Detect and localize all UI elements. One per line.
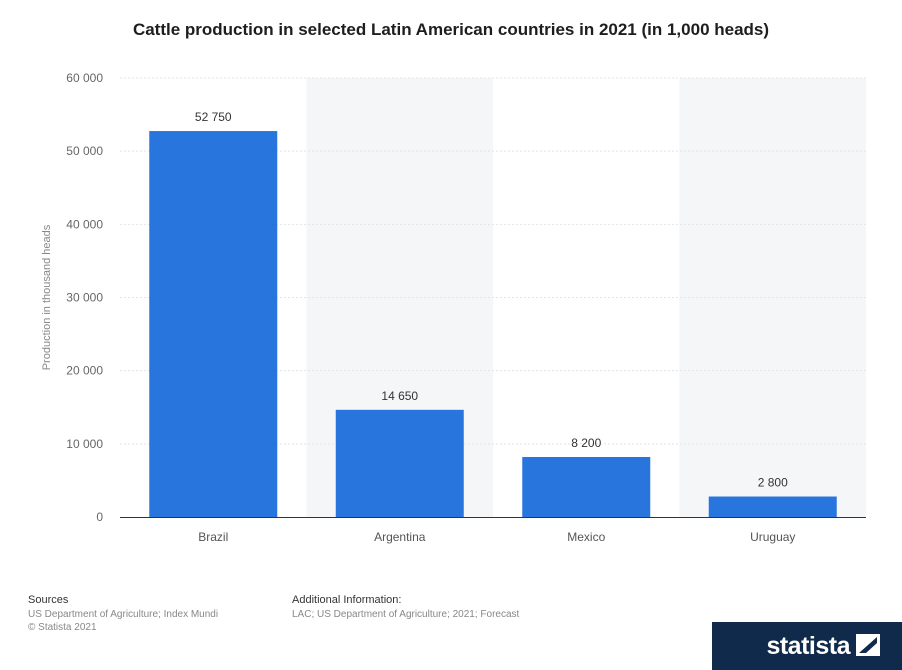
additional-info-block: Additional Information: LAC; US Departme… (292, 594, 519, 621)
category-label: Argentina (374, 530, 426, 544)
bar-chart: 0 10 000 20 000 30 000 40 000 50 000 60 000 52… (41, 71, 866, 544)
bar-brazil[interactable] (149, 131, 278, 517)
additional-info-heading: Additional Information: (292, 594, 402, 606)
data-label: 2 800 (758, 476, 788, 490)
y-tick-label: 10 000 (66, 437, 103, 451)
statista-wordmark: statista (766, 632, 850, 660)
sources-heading: Sources (28, 594, 69, 606)
bar-uruguay[interactable] (708, 496, 837, 517)
additional-info-text: LAC; US Department of Agriculture; 2021;… (292, 609, 520, 620)
category-labels: Brazil Argentina Mexico Uruguay (198, 530, 795, 544)
y-axis-ticks: 0 10 000 20 000 30 000 40 000 50 000 60 000 (66, 71, 103, 524)
bar-argentina[interactable] (335, 409, 464, 517)
category-label: Uruguay (750, 530, 795, 544)
y-tick-label: 40 000 (66, 217, 103, 231)
y-tick-label: 0 (96, 510, 103, 524)
statista-brand[interactable]: statista (712, 622, 902, 670)
category-label: Brazil (198, 530, 228, 544)
copyright-text: © Statista 2021 (28, 622, 97, 633)
data-label: 52 750 (195, 110, 232, 124)
bar-mexico[interactable] (522, 457, 651, 517)
category-label: Mexico (567, 530, 605, 544)
y-axis-label: Production in thousand heads (41, 224, 53, 370)
chart-title: Cattle production in selected Latin Amer… (132, 20, 770, 39)
statista-logo-icon (856, 634, 880, 656)
data-labels: 52 750 14 650 8 200 2 800 (195, 110, 788, 489)
data-label: 8 200 (571, 436, 601, 450)
bars (149, 131, 837, 517)
sources-text[interactable]: US Department of Agriculture; Index Mund… (28, 609, 219, 620)
y-tick-label: 20 000 (66, 364, 103, 378)
sources-block: Sources US Department of Agriculture; In… (28, 594, 218, 634)
data-label: 14 650 (381, 389, 418, 403)
y-tick-label: 50 000 (66, 144, 103, 158)
y-tick-label: 60 000 (66, 71, 103, 85)
y-tick-label: 30 000 (66, 291, 103, 305)
